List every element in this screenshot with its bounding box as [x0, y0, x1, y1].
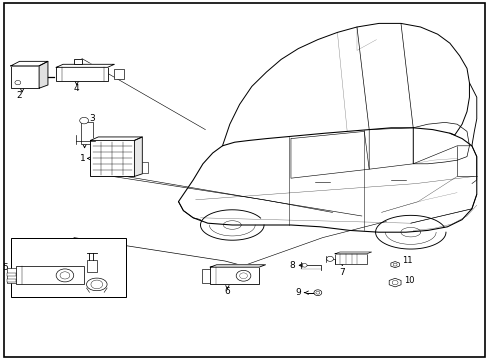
- Circle shape: [60, 272, 70, 279]
- Polygon shape: [388, 278, 400, 287]
- Circle shape: [15, 81, 20, 85]
- Circle shape: [236, 270, 250, 281]
- Circle shape: [313, 290, 321, 296]
- Bar: [142, 162, 148, 173]
- Circle shape: [239, 273, 247, 279]
- Text: 3: 3: [89, 114, 95, 123]
- Text: 8: 8: [288, 261, 294, 270]
- Bar: [210, 267, 259, 284]
- Bar: [334, 254, 366, 264]
- Bar: [7, 268, 16, 283]
- Bar: [87, 260, 97, 272]
- Bar: [11, 238, 125, 297]
- Polygon shape: [11, 61, 48, 66]
- Polygon shape: [39, 61, 48, 88]
- Bar: [11, 66, 39, 88]
- Polygon shape: [210, 265, 265, 267]
- Text: 5: 5: [2, 263, 8, 272]
- Circle shape: [392, 263, 396, 266]
- Circle shape: [302, 264, 306, 267]
- Bar: [202, 269, 210, 283]
- Bar: [16, 266, 84, 284]
- Text: 6: 6: [224, 288, 230, 297]
- Bar: [7, 273, 16, 276]
- Bar: [56, 67, 107, 81]
- Bar: [7, 279, 16, 282]
- Bar: [90, 140, 134, 176]
- Polygon shape: [334, 252, 371, 254]
- Text: 2: 2: [17, 91, 22, 100]
- Circle shape: [80, 117, 88, 124]
- Circle shape: [56, 269, 74, 282]
- Text: 11: 11: [402, 256, 412, 265]
- Polygon shape: [90, 137, 142, 140]
- Polygon shape: [56, 64, 114, 67]
- Text: 4: 4: [74, 84, 80, 93]
- Circle shape: [315, 291, 319, 294]
- Polygon shape: [390, 261, 399, 268]
- Circle shape: [391, 280, 397, 285]
- Circle shape: [326, 256, 333, 261]
- Circle shape: [91, 280, 102, 289]
- Bar: [114, 69, 124, 79]
- Text: 7: 7: [339, 268, 345, 277]
- Text: 9: 9: [295, 288, 301, 297]
- Text: 1: 1: [80, 154, 85, 163]
- Text: 10: 10: [403, 276, 413, 284]
- Polygon shape: [134, 137, 142, 176]
- Bar: [81, 122, 93, 144]
- Bar: [74, 59, 81, 64]
